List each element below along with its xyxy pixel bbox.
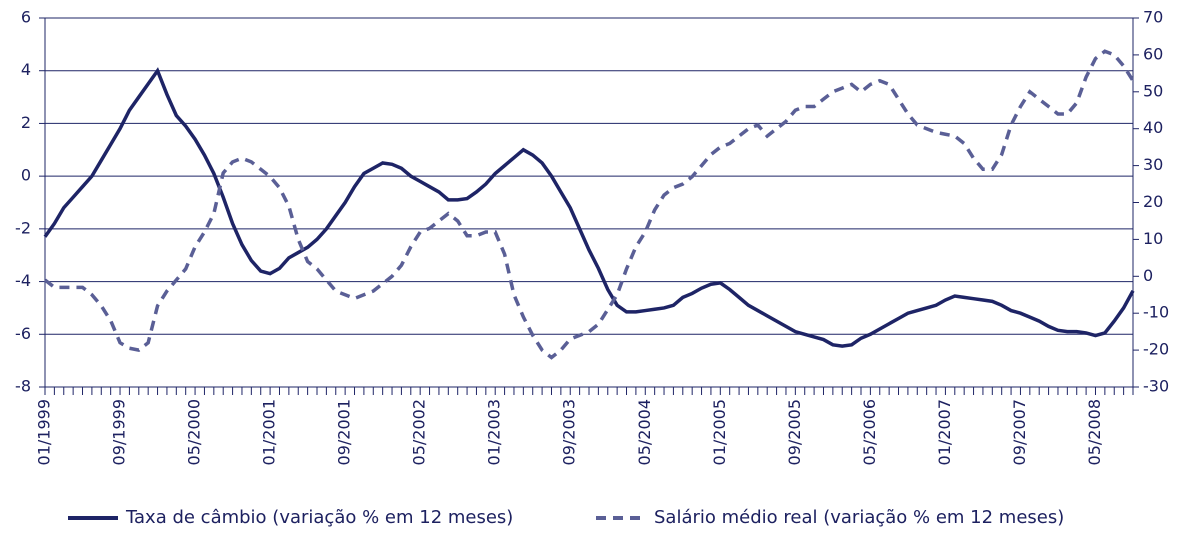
y-tick-label: -2 [15, 218, 31, 237]
y-tick-label: -6 [15, 324, 31, 343]
series-line [43, 67, 1135, 348]
x-tick-label: 09/2001 [335, 399, 354, 465]
legend-label: Salário médio real (variação % em 12 mes… [654, 507, 1064, 528]
y2-tick-label: -30 [1143, 377, 1169, 396]
y2-tick-label: 60 [1143, 44, 1163, 63]
x-tick-label: 05/2004 [635, 399, 654, 465]
y2-tick-label: 70 [1143, 8, 1163, 27]
y2-tick-label: 20 [1143, 192, 1163, 211]
series-line [43, 49, 1135, 360]
y2-tick-label: 50 [1143, 81, 1163, 100]
x-tick-label: 05/2006 [860, 399, 879, 465]
y-tick-label: -8 [15, 377, 31, 396]
x-tick-label: 01/2007 [935, 399, 954, 465]
y2-tick-label: 0 [1143, 266, 1153, 285]
y-tick-label: -4 [15, 271, 31, 290]
legend-label: Taxa de câmbio (variação % em 12 meses) [125, 507, 513, 528]
x-tick-label: 09/2003 [560, 399, 579, 465]
y-tick-label: 4 [21, 60, 31, 79]
y-tick-label: 2 [21, 113, 31, 132]
y2-tick-label: -20 [1143, 340, 1169, 359]
x-tick-label: 01/1999 [35, 399, 54, 465]
x-tick-label: 09/2005 [785, 399, 804, 465]
y2-tick-label: 30 [1143, 155, 1163, 174]
y2-tick-label: 40 [1143, 118, 1163, 137]
y2-tick-label: 10 [1143, 229, 1163, 248]
x-tick-label: 05/2002 [410, 399, 429, 465]
y2-tick-label: -10 [1143, 303, 1169, 322]
y-tick-label: 6 [21, 8, 31, 27]
x-tick-label: 05/2000 [185, 399, 204, 465]
x-tick-label: 01/2003 [485, 399, 504, 465]
y-tick-label: 0 [21, 166, 31, 185]
x-tick-label: 01/2005 [710, 399, 729, 465]
x-tick-label: 05/2008 [1085, 399, 1104, 465]
x-tick-label: 01/2001 [260, 399, 279, 465]
x-tick-label: 09/1999 [110, 399, 129, 465]
x-tick-label: 09/2007 [1010, 399, 1029, 465]
